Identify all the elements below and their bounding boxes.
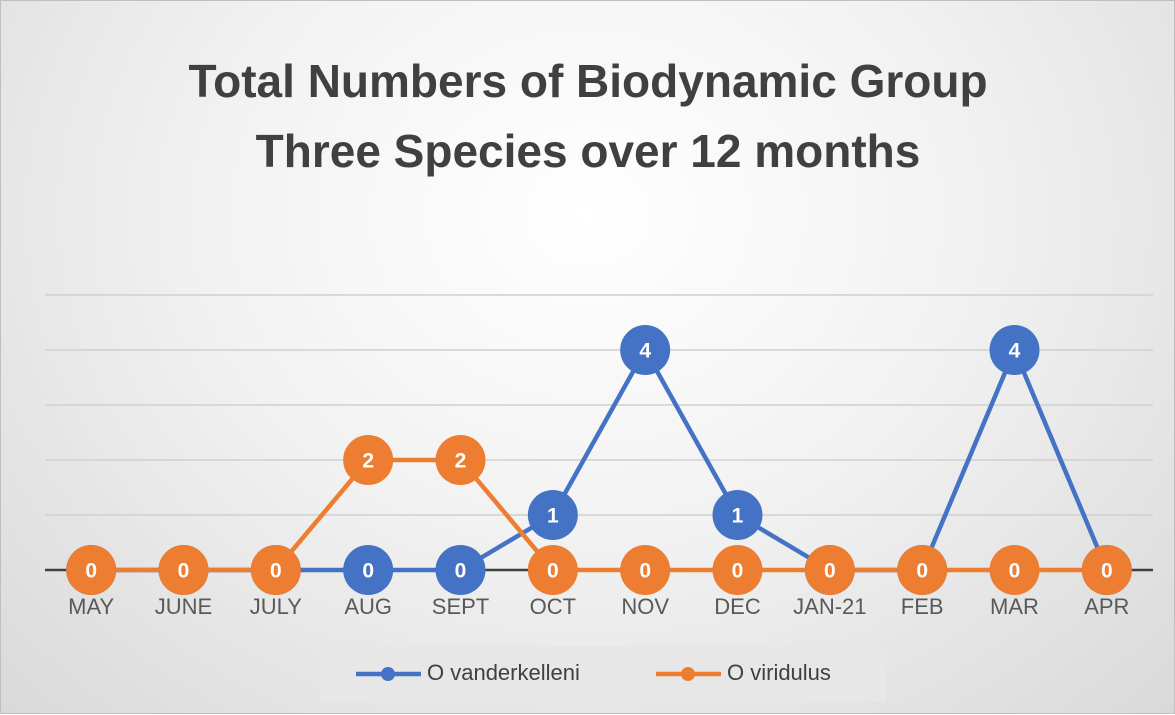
data-label: 4 [639,340,651,363]
data-point [343,545,394,595]
data-point [712,545,763,595]
data-point [1081,545,1132,595]
data-point [158,545,209,595]
data-label: 0 [85,560,97,583]
data-point [527,490,578,540]
data-point [527,545,578,595]
data-point [66,545,117,595]
data-label: 0 [455,560,467,583]
legend-label: O vanderkelleni [427,660,580,685]
x-tick-label: MAY [68,594,114,619]
data-label: 1 [732,505,744,528]
data-label: 0 [362,560,374,583]
x-tick-label: SEPT [432,594,489,619]
data-label: 1 [547,505,559,528]
x-tick-label: MAR [990,594,1039,619]
legend-label: O viridulus [727,660,831,685]
x-tick-label: JUNE [155,594,212,619]
data-label: 0 [639,560,651,583]
data-point [989,545,1040,595]
data-label: 0 [916,560,928,583]
legend-marker [681,667,695,681]
data-point [620,545,671,595]
data-point [712,490,763,540]
data-label: 0 [270,560,282,583]
x-tick-label: DEC [714,594,761,619]
data-label: 0 [178,560,190,583]
x-tick-label: JAN-21 [793,594,866,619]
legend-marker [381,667,395,681]
data-label: 0 [1009,560,1021,583]
x-tick-label: OCT [530,594,576,619]
data-label: 0 [732,560,744,583]
data-label: 4 [1009,340,1021,363]
x-tick-label: FEB [901,594,944,619]
chart-title: Total Numbers of Biodynamic Group Three … [188,55,988,177]
data-point [620,325,671,375]
x-tick-label: APR [1084,594,1129,619]
data-label: 2 [362,450,374,473]
data-point [435,545,486,595]
data-point [897,545,948,595]
data-label: 2 [455,450,467,473]
x-tick-label: AUG [344,594,392,619]
data-label: 0 [547,560,559,583]
data-point [989,325,1040,375]
x-tick-label: JULY [250,594,302,619]
x-tick-label: NOV [621,594,669,619]
data-label: 0 [1101,560,1113,583]
data-point [250,545,301,595]
data-label: 0 [824,560,836,583]
data-point [435,435,486,485]
data-point [343,435,394,485]
data-point [804,545,855,595]
